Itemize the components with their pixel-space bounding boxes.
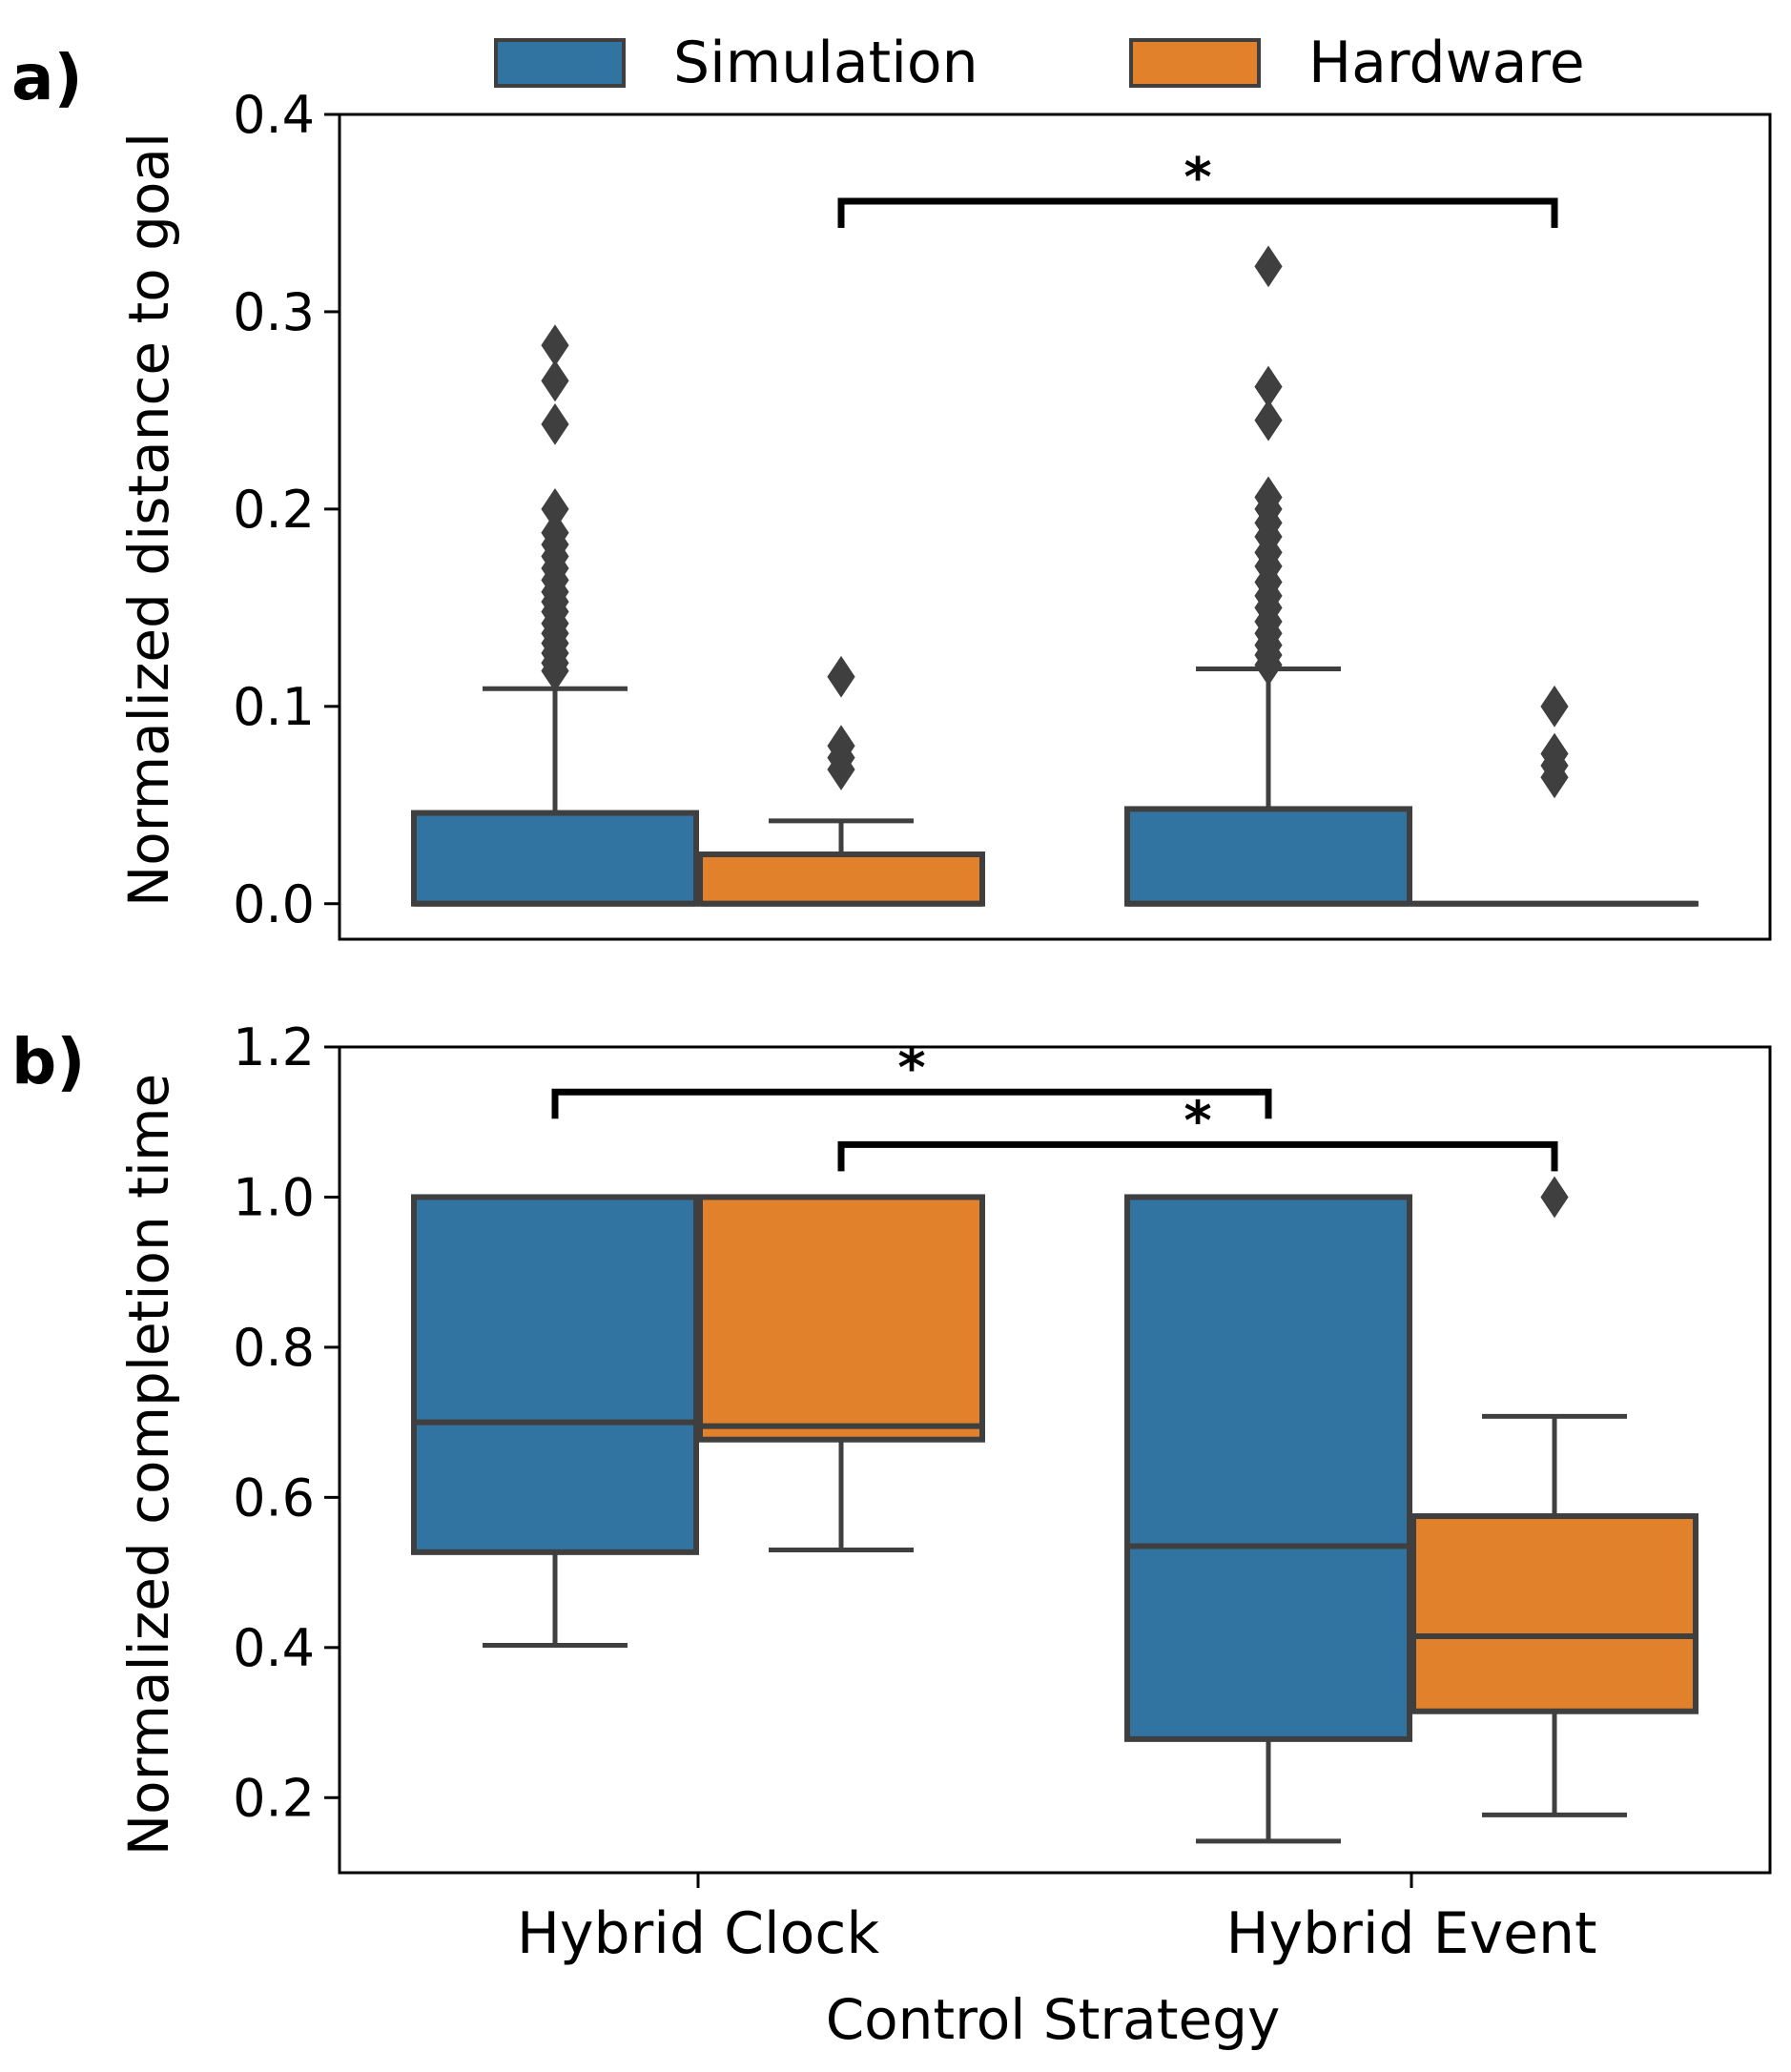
panel-a: a) Normalized distance to goal * 0.0 0.1 0.… (11, 41, 1772, 941)
y-axis-title-a: Normalized distance to goal (116, 133, 181, 907)
significance-star-b-1: * (1184, 1090, 1211, 1152)
box-hardware-hybrid-clock-b (697, 1194, 985, 1443)
panel-label-a: a) (11, 41, 83, 114)
box-simulation-hybrid-clock-b (411, 1194, 699, 1555)
axes-frame-a (338, 113, 1772, 941)
box-hardware-hybrid-event-b (1410, 1513, 1698, 1714)
y-tick-label-b-4: 1.0 (233, 1167, 315, 1227)
legend-label-simulation: Simulation (673, 30, 978, 96)
y-tick-label-b-2: 0.6 (233, 1467, 315, 1528)
significance-bracket-b-0 (551, 1088, 1272, 1119)
y-axis-title-b: Normalized completion time (116, 1074, 181, 1856)
y-tick-label-a-2: 0.2 (233, 480, 315, 540)
legend-label-hardware: Hardware (1308, 30, 1585, 96)
box-simulation-hybrid-event-b (1124, 1194, 1412, 1742)
plot-area-a: * 0.0 0.1 0.2 0.3 0.4 (233, 85, 1772, 941)
flier-hardware-hybrid-clock-a-3 (827, 655, 855, 698)
flier-hardware-hybrid-event-b-0 (1540, 1176, 1569, 1219)
flier-simulation-hybrid-clock-a-13 (541, 511, 569, 554)
flier-simulation-hybrid-event-a-14 (1254, 399, 1283, 441)
flier-hardware-hybrid-event-a-3 (1540, 685, 1569, 728)
y-tick-label-b-1: 0.4 (233, 1618, 315, 1678)
x-axis-title: Control Strategy (826, 1987, 1281, 2052)
flier-hardware-hybrid-clock-a-2 (827, 725, 855, 768)
flier-simulation-hybrid-clock-a-16 (541, 359, 569, 402)
flier-simulation-hybrid-clock-a-14 (541, 487, 569, 530)
significance-bracket-a-0 (837, 197, 1558, 229)
y-tick-label-a-3: 0.3 (233, 282, 315, 342)
legend: Simulation Hardware (494, 30, 1585, 96)
flier-simulation-hybrid-clock-a-17 (541, 324, 569, 367)
box-simulation-hybrid-event-a (1124, 806, 1412, 907)
box-simulation-hybrid-clock-a (411, 810, 699, 907)
x-category-label-hybrid-clock: Hybrid Clock (517, 1900, 879, 1967)
flier-simulation-hybrid-event-a-15 (1254, 365, 1283, 408)
y-tick-label-b-0: 0.2 (233, 1768, 315, 1828)
flier-hardware-hybrid-event-a-2 (1540, 732, 1569, 775)
y-tick-label-a-4: 0.4 (233, 85, 315, 145)
significance-bracket-b-1 (837, 1140, 1558, 1172)
legend-swatch-simulation (494, 38, 626, 88)
plot-area-b: **0.20.40.60.81.01.2 (233, 1017, 1772, 1888)
box-hardware-hybrid-clock-a (697, 851, 985, 907)
significance-star-a-0: * (1184, 147, 1211, 209)
flier-simulation-hybrid-event-a-16 (1254, 245, 1283, 288)
y-tick-label-a-1: 0.1 (233, 677, 315, 737)
flier-simulation-hybrid-clock-a-15 (541, 402, 569, 445)
panel-b: b) Normalized completion time **0.20.40.… (11, 1017, 1772, 2052)
y-tick-label-a-0: 0.0 (233, 874, 315, 934)
x-category-label-hybrid-event: Hybrid Event (1225, 1900, 1596, 1967)
legend-swatch-hardware (1129, 38, 1261, 88)
panel-label-b: b) (11, 1025, 85, 1098)
y-tick-label-b-3: 0.8 (233, 1318, 315, 1378)
flier-simulation-hybrid-event-a-13 (1254, 476, 1283, 519)
y-tick-label-b-5: 1.2 (233, 1017, 315, 1077)
axes-frame-b (338, 1045, 1772, 1875)
